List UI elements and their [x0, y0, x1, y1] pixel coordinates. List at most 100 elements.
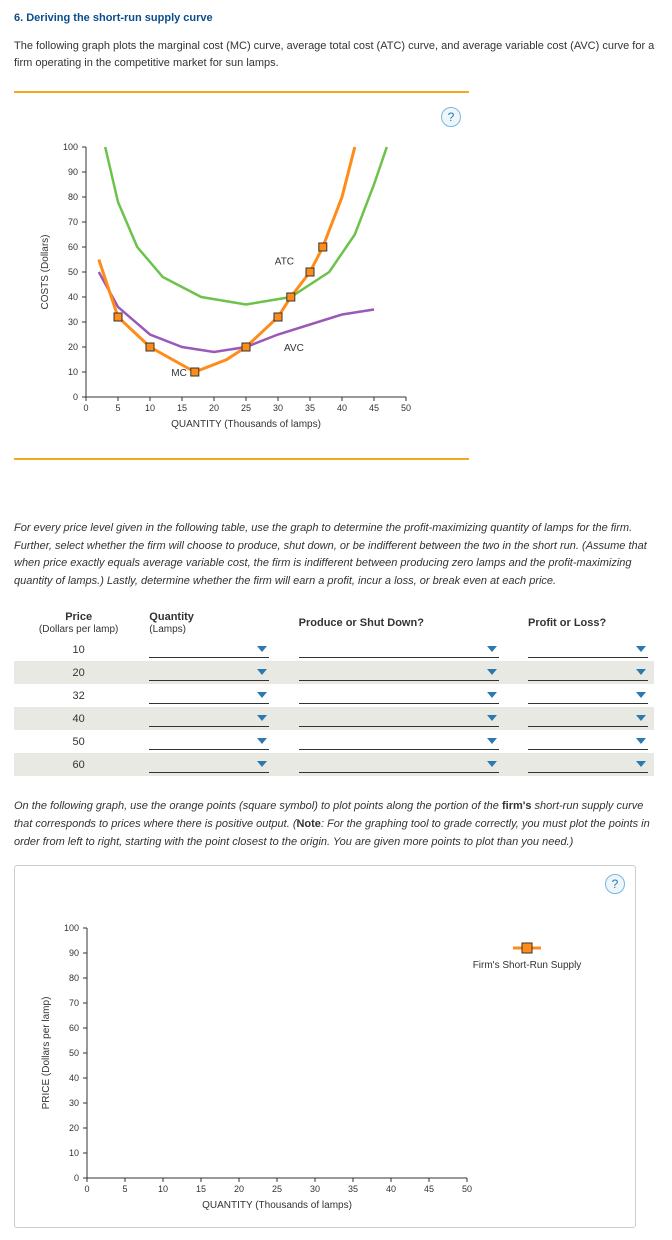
cost-curves-chart: 0 5 10 15 20 25 30 35 40 45 50 0 10 20 30 40 50 60 70 80 90 1…	[14, 127, 469, 447]
svg-text:50: 50	[462, 1184, 472, 1194]
price-table: Price (Dollars per lamp) Quantity (Lamps…	[14, 608, 654, 776]
svg-text:70: 70	[69, 998, 79, 1008]
table-row: 50	[14, 730, 654, 753]
price-cell: 60	[14, 753, 143, 776]
svg-text:50: 50	[401, 403, 411, 413]
profit-dropdown[interactable]	[528, 733, 648, 750]
chart2-container: ? 0 5 10 15 20 25 30 35 40 45 50 0 10 20 30 40 50 60 70 80 9…	[14, 865, 636, 1228]
table-row: 60	[14, 753, 654, 776]
svg-text:30: 30	[69, 1098, 79, 1108]
produce-dropdown[interactable]	[299, 641, 499, 658]
divider-bottom	[14, 458, 469, 460]
svg-text:COSTS (Dollars): COSTS (Dollars)	[40, 234, 51, 309]
svg-text:10: 10	[158, 1184, 168, 1194]
quantity-dropdown[interactable]	[149, 733, 269, 750]
th-qty-sub: (Lamps)	[149, 624, 186, 635]
svg-text:20: 20	[209, 403, 219, 413]
svg-text:60: 60	[68, 242, 78, 252]
table-row: 40	[14, 707, 654, 730]
th-price-sub: (Dollars per lamp)	[39, 624, 118, 635]
produce-dropdown[interactable]	[299, 664, 499, 681]
svg-text:30: 30	[310, 1184, 320, 1194]
svg-text:100: 100	[63, 142, 78, 152]
svg-text:40: 40	[69, 1073, 79, 1083]
intro-text: The following graph plots the marginal c…	[14, 38, 658, 71]
svg-text:0: 0	[83, 403, 88, 413]
quantity-dropdown[interactable]	[149, 664, 269, 681]
svg-text:0: 0	[73, 392, 78, 402]
profit-dropdown[interactable]	[528, 641, 648, 658]
svg-text:20: 20	[234, 1184, 244, 1194]
svg-text:50: 50	[69, 1048, 79, 1058]
svg-text:Firm's Short-Run Supply: Firm's Short-Run Supply	[473, 960, 582, 971]
profit-dropdown[interactable]	[528, 687, 648, 704]
table-row: 20	[14, 661, 654, 684]
svg-text:40: 40	[337, 403, 347, 413]
question-title: 6. Deriving the short-run supply curve	[14, 12, 658, 24]
produce-dropdown[interactable]	[299, 687, 499, 704]
svg-text:5: 5	[115, 403, 120, 413]
svg-text:40: 40	[386, 1184, 396, 1194]
price-cell: 50	[14, 730, 143, 753]
produce-dropdown[interactable]	[299, 710, 499, 727]
svg-text:35: 35	[348, 1184, 358, 1194]
svg-text:25: 25	[272, 1184, 282, 1194]
svg-text:80: 80	[69, 973, 79, 983]
table-row: 32	[14, 684, 654, 707]
quantity-dropdown[interactable]	[149, 687, 269, 704]
svg-text:45: 45	[424, 1184, 434, 1194]
svg-text:30: 30	[273, 403, 283, 413]
th-profit: Profit or Loss?	[528, 617, 606, 629]
price-cell: 10	[14, 638, 143, 661]
svg-text:50: 50	[68, 267, 78, 277]
th-produce: Produce or Shut Down?	[299, 617, 424, 629]
produce-dropdown[interactable]	[299, 733, 499, 750]
th-qty: Quantity	[149, 611, 194, 623]
svg-text:QUANTITY (Thousands of lamps): QUANTITY (Thousands of lamps)	[202, 1200, 352, 1211]
svg-text:25: 25	[241, 403, 251, 413]
svg-text:90: 90	[69, 948, 79, 958]
table-instructions: For every price level given in the follo…	[14, 520, 658, 590]
svg-text:15: 15	[196, 1184, 206, 1194]
svg-text:20: 20	[69, 1123, 79, 1133]
profit-dropdown[interactable]	[528, 756, 648, 773]
svg-text:40: 40	[68, 292, 78, 302]
svg-text:AVC: AVC	[284, 343, 304, 354]
svg-text:80: 80	[68, 192, 78, 202]
svg-text:20: 20	[68, 342, 78, 352]
svg-text:10: 10	[68, 367, 78, 377]
price-cell: 20	[14, 661, 143, 684]
th-price: Price	[65, 611, 92, 623]
svg-text:100: 100	[64, 923, 79, 933]
supply-chart: 0 5 10 15 20 25 30 35 40 45 50 0 10 20 30 40 50 60 70 80 90 1…	[15, 898, 635, 1218]
quantity-dropdown[interactable]	[149, 756, 269, 773]
svg-text:45: 45	[369, 403, 379, 413]
produce-dropdown[interactable]	[299, 756, 499, 773]
svg-text:0: 0	[74, 1173, 79, 1183]
svg-text:35: 35	[305, 403, 315, 413]
help-icon[interactable]: ?	[605, 874, 625, 894]
svg-text:QUANTITY (Thousands of lamps): QUANTITY (Thousands of lamps)	[171, 419, 321, 430]
table-row: 10	[14, 638, 654, 661]
svg-text:15: 15	[177, 403, 187, 413]
svg-text:ATC: ATC	[275, 257, 294, 268]
price-cell: 40	[14, 707, 143, 730]
svg-text:0: 0	[84, 1184, 89, 1194]
graph-note: On the following graph, use the orange p…	[14, 798, 658, 851]
chart1-container: ? 0 5 10 15 20 25 30 35 40 45 50 0 10 20 30 40 50 60 70 80 9…	[14, 93, 469, 458]
svg-text:5: 5	[122, 1184, 127, 1194]
svg-text:60: 60	[69, 1023, 79, 1033]
svg-text:30: 30	[68, 317, 78, 327]
profit-dropdown[interactable]	[528, 710, 648, 727]
price-cell: 32	[14, 684, 143, 707]
svg-text:MC: MC	[171, 368, 187, 379]
svg-text:10: 10	[69, 1148, 79, 1158]
svg-text:70: 70	[68, 217, 78, 227]
quantity-dropdown[interactable]	[149, 641, 269, 658]
svg-text:10: 10	[145, 403, 155, 413]
svg-text:PRICE (Dollars per lamp): PRICE (Dollars per lamp)	[41, 997, 52, 1110]
help-icon[interactable]: ?	[441, 107, 461, 127]
quantity-dropdown[interactable]	[149, 710, 269, 727]
svg-text:90: 90	[68, 167, 78, 177]
profit-dropdown[interactable]	[528, 664, 648, 681]
